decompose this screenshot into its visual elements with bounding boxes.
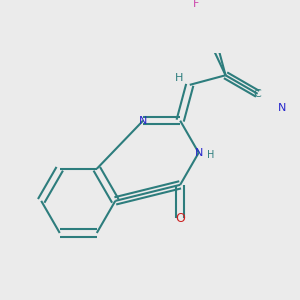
Text: N: N <box>194 148 203 158</box>
Text: N: N <box>278 103 286 113</box>
Text: F: F <box>193 0 199 9</box>
Text: H: H <box>207 150 214 160</box>
Text: C: C <box>254 89 262 99</box>
Text: O: O <box>175 212 185 225</box>
Text: H: H <box>176 74 184 83</box>
Text: N: N <box>139 116 147 126</box>
